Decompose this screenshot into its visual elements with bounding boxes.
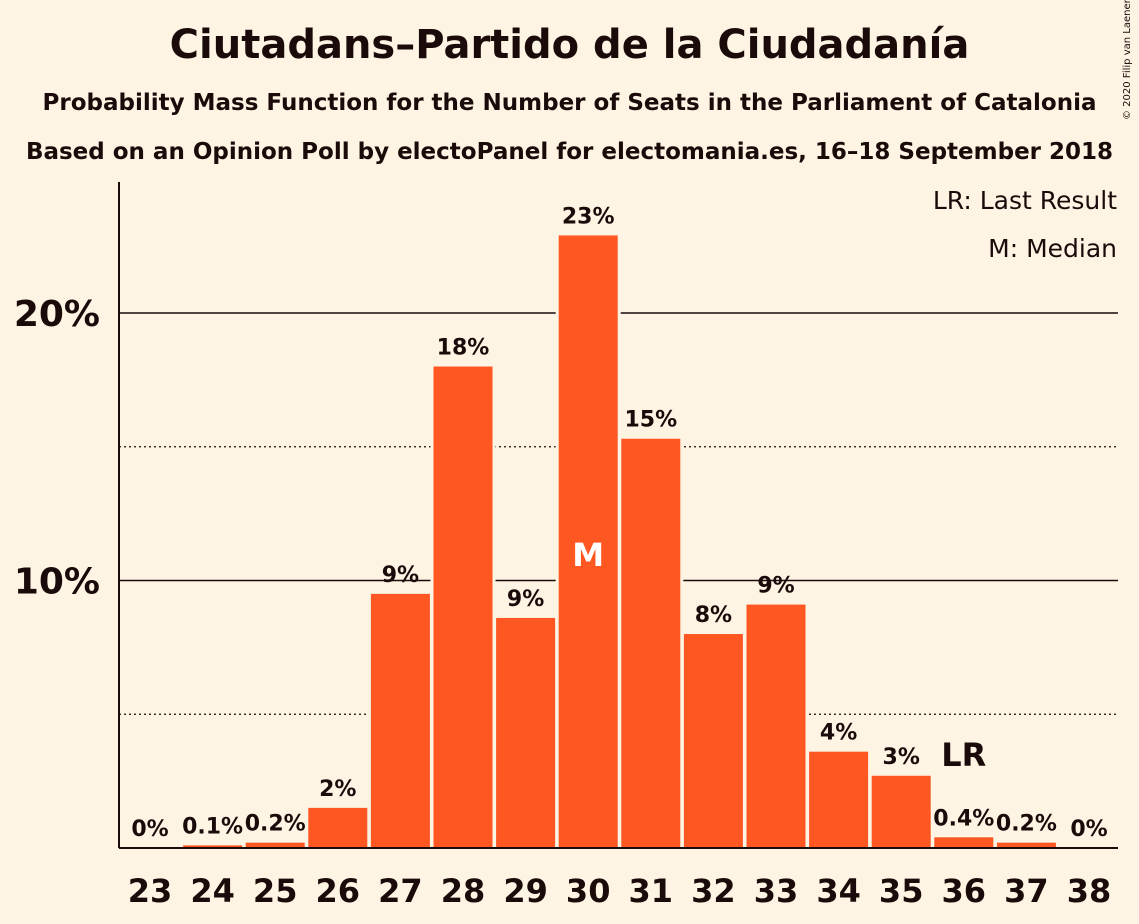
x-tick-label: 30 bbox=[566, 872, 611, 910]
x-tick-label: 32 bbox=[691, 872, 736, 910]
x-tick-label: 38 bbox=[1067, 872, 1112, 910]
chart-title: Ciutadans–Partido de la Ciudadanía bbox=[169, 22, 970, 68]
x-tick-label: 34 bbox=[816, 872, 861, 910]
bar-seat-37 bbox=[996, 842, 1056, 848]
bar-seat-28 bbox=[433, 366, 493, 848]
y-tick-labels: 10% 20% bbox=[14, 294, 100, 603]
bar-seat-36 bbox=[934, 837, 994, 848]
bar-seat-30 bbox=[558, 235, 618, 849]
bar-labels: 0% 0.1% 0.2%2%9%18%9%23%M15%8%9%4%3%0.4%LR… bbox=[131, 204, 1107, 842]
data-label: 9% bbox=[757, 574, 794, 599]
data-label: 8% bbox=[695, 603, 732, 628]
data-label: 0.2% bbox=[996, 812, 1057, 837]
data-label: 0% bbox=[131, 817, 168, 842]
data-label: 23% bbox=[562, 204, 615, 229]
data-label: 0.1% bbox=[182, 814, 243, 839]
chart-subtitle: Probability Mass Function for the Number… bbox=[42, 90, 1097, 116]
x-tick-label: 33 bbox=[754, 872, 799, 910]
bar-seat-34 bbox=[809, 751, 869, 848]
bar-seat-24 bbox=[183, 845, 243, 848]
x-tick-label: 24 bbox=[190, 872, 235, 910]
x-tick-label: 29 bbox=[503, 872, 548, 910]
data-label: 9% bbox=[507, 587, 544, 612]
bar-seat-27 bbox=[370, 593, 430, 848]
bar-gap bbox=[180, 842, 246, 848]
x-tick-label: 23 bbox=[128, 872, 173, 910]
bar-seat-26 bbox=[308, 807, 368, 848]
data-label: 4% bbox=[820, 721, 857, 746]
data-label: 2% bbox=[319, 777, 356, 802]
x-tick-label: 37 bbox=[1004, 872, 1049, 910]
data-label: 9% bbox=[382, 563, 419, 588]
y-tick-label: 10% bbox=[14, 562, 100, 603]
bar-seat-35 bbox=[871, 775, 931, 848]
x-tick-label: 31 bbox=[629, 872, 674, 910]
last-result-marker: LR bbox=[941, 736, 986, 774]
bar-seat-25 bbox=[245, 842, 305, 848]
bars bbox=[180, 232, 1059, 849]
x-tick-label: 28 bbox=[441, 872, 486, 910]
data-label: 0.4% bbox=[933, 806, 994, 831]
x-tick-label: 26 bbox=[316, 872, 361, 910]
bar-seat-33 bbox=[746, 604, 806, 848]
bar-seat-31 bbox=[621, 438, 681, 848]
data-label: 0.2% bbox=[245, 812, 306, 837]
bar-seat-29 bbox=[496, 617, 556, 848]
data-label: 3% bbox=[883, 745, 920, 770]
x-tick-label: 27 bbox=[378, 872, 423, 910]
legend-median: M: Median bbox=[988, 234, 1117, 263]
y-tick-label: 20% bbox=[14, 294, 100, 335]
data-label: 18% bbox=[437, 336, 490, 361]
x-tick-labels: 23 24 25 26 27 28 29 30 31 32 33 34 35 36 37 38 bbox=[128, 872, 1112, 910]
data-label: 0% bbox=[1070, 817, 1107, 842]
x-tick-label: 25 bbox=[253, 872, 298, 910]
bar-seat-32 bbox=[683, 634, 743, 848]
legend-last-result: LR: Last Result bbox=[933, 186, 1117, 215]
x-tick-label: 35 bbox=[879, 872, 924, 910]
x-tick-label: 36 bbox=[942, 872, 987, 910]
median-marker: M bbox=[572, 536, 604, 574]
chart-source-line: Based on an Opinion Poll by electoPanel … bbox=[25, 139, 1114, 165]
data-label: 15% bbox=[624, 408, 677, 433]
